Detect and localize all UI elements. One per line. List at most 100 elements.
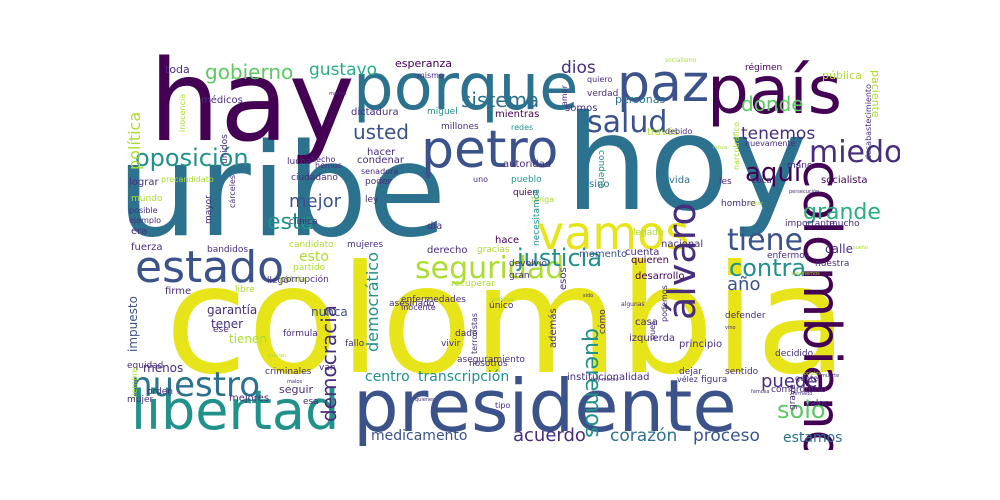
word: esta bbox=[267, 210, 315, 235]
word: seguridad bbox=[415, 251, 565, 286]
word: colombia bbox=[165, 234, 848, 408]
word: querían bbox=[267, 353, 287, 359]
word: nunca bbox=[311, 305, 348, 319]
word: personas bbox=[615, 93, 666, 106]
word: importante bbox=[785, 219, 836, 229]
word: quiero bbox=[587, 75, 613, 84]
word: gobierno bbox=[205, 60, 294, 84]
word: famosa bbox=[751, 389, 770, 395]
word: donde bbox=[741, 92, 804, 116]
word: lucha bbox=[287, 157, 312, 167]
word: somos bbox=[565, 103, 598, 114]
word: quien bbox=[513, 188, 539, 198]
word: casa bbox=[635, 317, 658, 328]
word: hoy bbox=[565, 87, 808, 241]
word: grave bbox=[788, 384, 798, 410]
word: mejores bbox=[229, 393, 270, 404]
word: tienen bbox=[229, 332, 268, 346]
word: señor bbox=[749, 201, 763, 207]
word: oposición bbox=[135, 144, 249, 172]
word: necesitamos bbox=[532, 189, 542, 246]
word: petro bbox=[421, 120, 559, 180]
word: contra bbox=[729, 254, 807, 282]
word: orden bbox=[147, 387, 174, 397]
word: pues bbox=[648, 320, 657, 340]
word: menos bbox=[143, 361, 184, 375]
word: firme bbox=[165, 286, 192, 297]
word: corazón bbox=[610, 426, 678, 446]
word: política bbox=[125, 111, 144, 170]
word: desarrollo bbox=[635, 271, 685, 282]
word: hemos bbox=[315, 161, 342, 170]
word: condenar bbox=[357, 155, 405, 166]
word: mayor bbox=[204, 195, 214, 224]
word: cómo bbox=[598, 309, 608, 334]
word: nuestro bbox=[131, 365, 261, 405]
word: pública bbox=[822, 69, 862, 82]
word: uno bbox=[473, 175, 489, 184]
word: estado bbox=[135, 242, 285, 293]
word: momento bbox=[579, 249, 628, 260]
word: nuestra bbox=[815, 259, 850, 269]
word: enfermedades bbox=[401, 295, 466, 305]
word: libre bbox=[235, 285, 255, 295]
word: socialismo bbox=[665, 57, 697, 64]
word: legado bbox=[633, 228, 664, 238]
word: toda bbox=[165, 63, 190, 76]
word: país bbox=[707, 52, 843, 129]
word: autoridad bbox=[503, 159, 552, 170]
word: grande bbox=[803, 200, 881, 225]
word: cuenta bbox=[625, 247, 660, 258]
word: redes bbox=[511, 123, 534, 132]
word: nosotros bbox=[469, 359, 508, 369]
word: decidido bbox=[775, 349, 814, 359]
word: dios bbox=[561, 58, 596, 78]
word: sino bbox=[589, 179, 610, 190]
word: patria bbox=[279, 275, 306, 285]
word: usted bbox=[353, 120, 409, 144]
word: democrático bbox=[363, 252, 382, 352]
word: ciudadano bbox=[291, 173, 338, 183]
word: asesinado bbox=[389, 299, 435, 309]
word: recuperar bbox=[451, 279, 495, 289]
word: nacional bbox=[661, 239, 704, 250]
word: poder bbox=[365, 177, 392, 187]
word: acuerdo bbox=[513, 425, 586, 446]
word: sido bbox=[583, 293, 594, 299]
word: esto bbox=[299, 249, 329, 265]
word: gracias bbox=[477, 245, 510, 255]
word: devolvió bbox=[509, 259, 547, 269]
word: sentido bbox=[725, 367, 759, 377]
word: enfermos bbox=[767, 251, 810, 261]
word: amor bbox=[560, 85, 569, 106]
word: mismo bbox=[417, 71, 444, 80]
word: corrupción bbox=[281, 275, 329, 285]
word: malos bbox=[287, 379, 302, 385]
word: garantía bbox=[207, 303, 258, 317]
word: salud bbox=[587, 105, 668, 140]
word: precandidato bbox=[161, 175, 214, 184]
word: impuesto bbox=[126, 296, 140, 352]
word: lograr bbox=[129, 177, 159, 188]
word: hace bbox=[495, 235, 520, 246]
word: mientras bbox=[495, 109, 540, 120]
word: día bbox=[427, 221, 443, 232]
word: ese bbox=[213, 325, 229, 335]
word: institucionalidad bbox=[567, 372, 650, 383]
word: esperanza bbox=[395, 57, 452, 70]
word: hecho bbox=[311, 155, 336, 164]
word: compromiso bbox=[771, 385, 827, 395]
word: posible bbox=[129, 206, 158, 215]
word: millones bbox=[441, 122, 479, 132]
word: miedo bbox=[809, 135, 900, 170]
word: hombre bbox=[721, 199, 756, 209]
word: coca bbox=[751, 176, 772, 186]
word: senadora bbox=[361, 167, 399, 176]
word: solo bbox=[777, 396, 826, 424]
word: uribe bbox=[125, 117, 447, 266]
word: medicamento bbox=[371, 428, 468, 444]
word: mejor bbox=[289, 191, 342, 212]
word: algunas bbox=[621, 301, 645, 308]
word: dado bbox=[455, 329, 478, 339]
word: inocente bbox=[401, 303, 436, 312]
